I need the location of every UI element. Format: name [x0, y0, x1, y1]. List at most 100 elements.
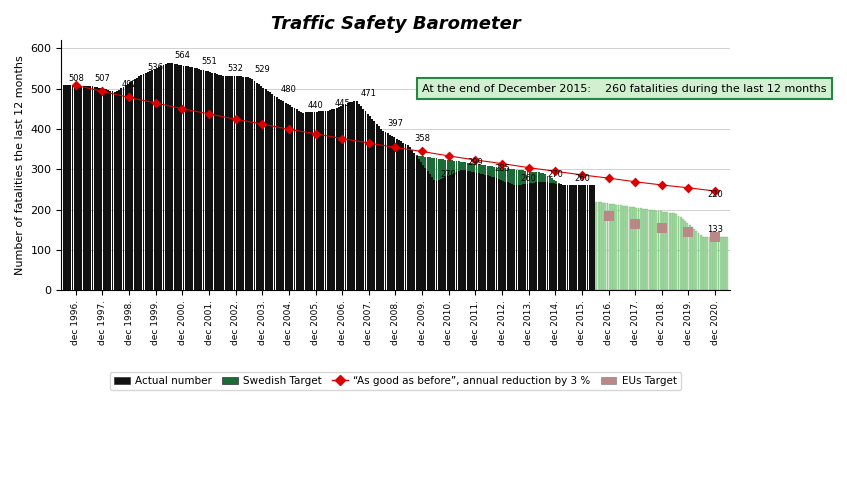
Bar — [642, 209, 644, 290]
Bar — [378, 149, 379, 290]
Bar — [191, 67, 193, 290]
Bar — [235, 125, 238, 290]
Bar — [507, 169, 508, 290]
Bar — [374, 121, 375, 290]
Bar — [238, 126, 240, 290]
Bar — [562, 185, 564, 290]
Bar — [393, 137, 396, 290]
Bar — [342, 105, 344, 290]
Bar — [553, 183, 555, 290]
Bar — [282, 101, 285, 290]
Point — [149, 99, 163, 107]
Bar — [542, 182, 544, 290]
Bar — [535, 172, 537, 290]
Bar — [142, 73, 145, 290]
Text: 551: 551 — [201, 56, 217, 65]
Bar — [423, 156, 424, 290]
Text: At the end of December 2015:    260 fatalities during the last 12 months: At the end of December 2015: 260 fatalit… — [422, 83, 827, 94]
Bar — [717, 236, 719, 290]
Bar — [65, 90, 67, 290]
Bar — [442, 178, 444, 290]
Bar — [571, 186, 573, 290]
Bar — [101, 89, 102, 290]
Bar — [67, 86, 69, 290]
Bar — [245, 127, 246, 290]
Bar — [256, 129, 257, 290]
Bar — [274, 132, 275, 290]
Point — [628, 178, 642, 186]
Bar — [123, 87, 125, 290]
Point — [309, 130, 323, 138]
Bar — [593, 186, 595, 290]
Bar — [80, 86, 82, 290]
Bar — [263, 88, 264, 290]
Bar — [194, 117, 196, 290]
Bar — [83, 86, 85, 290]
Bar — [662, 212, 664, 290]
Bar — [125, 85, 127, 290]
Bar — [224, 76, 227, 290]
Bar — [693, 229, 695, 290]
Bar — [704, 236, 706, 290]
Bar — [141, 107, 142, 290]
Bar — [653, 210, 655, 290]
Bar — [318, 139, 320, 290]
Bar — [442, 159, 444, 290]
Bar — [571, 191, 573, 290]
Bar — [389, 135, 390, 290]
Bar — [464, 162, 467, 290]
Bar — [160, 111, 163, 290]
Bar — [134, 79, 136, 290]
Point — [122, 94, 136, 102]
Bar — [609, 204, 611, 290]
Point — [549, 167, 562, 175]
Bar — [511, 169, 513, 290]
Bar — [202, 119, 204, 290]
Bar — [123, 103, 125, 290]
Bar — [80, 94, 82, 290]
Bar — [393, 152, 396, 290]
Bar — [491, 177, 493, 290]
Point — [628, 220, 642, 228]
Bar — [482, 165, 484, 290]
Bar — [120, 103, 122, 290]
Bar — [113, 101, 116, 290]
Bar — [305, 113, 307, 290]
Bar — [509, 183, 511, 290]
Bar — [71, 92, 74, 290]
Bar — [289, 105, 291, 290]
Bar — [387, 151, 389, 290]
Bar — [660, 211, 662, 290]
Y-axis label: Number of fatalities the last 12 months: Number of fatalities the last 12 months — [15, 55, 25, 275]
Bar — [176, 64, 178, 290]
Bar — [349, 145, 351, 290]
Bar — [516, 185, 518, 290]
Bar — [445, 177, 446, 290]
Bar — [200, 69, 202, 290]
Bar — [520, 185, 522, 290]
Bar — [686, 223, 689, 290]
Text: 260: 260 — [521, 174, 537, 183]
Bar — [557, 184, 560, 290]
Bar — [634, 207, 635, 290]
Bar — [473, 172, 475, 290]
Bar — [289, 135, 291, 290]
Bar — [460, 161, 462, 290]
Bar — [116, 102, 118, 290]
Bar — [423, 165, 424, 290]
Bar — [134, 105, 136, 290]
Bar — [130, 82, 131, 290]
Point — [229, 115, 242, 123]
Bar — [358, 104, 360, 290]
Point — [655, 224, 668, 232]
Bar — [198, 118, 200, 290]
Bar — [324, 141, 326, 290]
Bar — [553, 180, 555, 290]
Bar — [438, 180, 440, 290]
Bar — [256, 82, 257, 290]
Bar — [356, 146, 357, 290]
Bar — [405, 144, 407, 290]
Legend: Actual number, Swedish Target, “As good as before”, annual reduction by 3 %, EUs: Actual number, Swedish Target, “As good … — [110, 372, 681, 390]
Point — [601, 174, 615, 182]
Bar — [264, 130, 267, 290]
